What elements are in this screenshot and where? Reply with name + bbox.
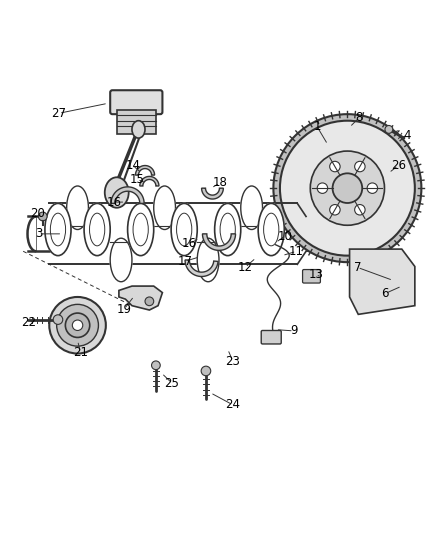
Text: 12: 12 bbox=[237, 261, 253, 274]
Circle shape bbox=[355, 205, 365, 215]
Text: 9: 9 bbox=[290, 325, 297, 337]
Polygon shape bbox=[119, 286, 162, 310]
Polygon shape bbox=[201, 188, 223, 199]
FancyBboxPatch shape bbox=[110, 90, 162, 114]
Text: 4: 4 bbox=[403, 130, 411, 142]
Text: 26: 26 bbox=[391, 159, 406, 172]
Text: 25: 25 bbox=[165, 377, 180, 390]
Bar bbox=[117, 110, 156, 134]
FancyBboxPatch shape bbox=[303, 270, 321, 283]
Text: 20: 20 bbox=[30, 207, 45, 220]
Polygon shape bbox=[135, 166, 155, 175]
Ellipse shape bbox=[258, 204, 284, 256]
Text: 16: 16 bbox=[106, 196, 121, 208]
Text: 11: 11 bbox=[289, 245, 304, 258]
Circle shape bbox=[317, 183, 328, 193]
Text: 10: 10 bbox=[278, 230, 293, 243]
Circle shape bbox=[72, 320, 83, 330]
Ellipse shape bbox=[67, 186, 88, 230]
Circle shape bbox=[330, 161, 340, 172]
Text: 16: 16 bbox=[182, 237, 197, 251]
Text: 8: 8 bbox=[356, 111, 363, 124]
Polygon shape bbox=[202, 234, 236, 251]
Circle shape bbox=[201, 366, 211, 376]
Text: 1: 1 bbox=[313, 120, 321, 133]
Text: 14: 14 bbox=[125, 159, 140, 172]
Circle shape bbox=[57, 304, 99, 346]
Circle shape bbox=[65, 313, 90, 337]
Text: 13: 13 bbox=[308, 268, 323, 281]
Polygon shape bbox=[185, 260, 218, 277]
Text: 17: 17 bbox=[177, 255, 193, 268]
Circle shape bbox=[145, 297, 154, 305]
Ellipse shape bbox=[241, 186, 262, 230]
Ellipse shape bbox=[84, 204, 110, 256]
Ellipse shape bbox=[197, 238, 219, 282]
Text: 6: 6 bbox=[381, 287, 389, 300]
Ellipse shape bbox=[132, 120, 145, 138]
FancyBboxPatch shape bbox=[261, 330, 281, 344]
Circle shape bbox=[39, 212, 47, 221]
Text: 24: 24 bbox=[226, 398, 240, 411]
Ellipse shape bbox=[110, 238, 132, 282]
Circle shape bbox=[310, 151, 385, 225]
Ellipse shape bbox=[215, 204, 241, 256]
Text: 22: 22 bbox=[21, 316, 36, 329]
Circle shape bbox=[367, 183, 378, 193]
Ellipse shape bbox=[127, 204, 154, 256]
Polygon shape bbox=[140, 176, 159, 186]
Circle shape bbox=[330, 205, 340, 215]
Text: 18: 18 bbox=[212, 176, 227, 189]
Circle shape bbox=[53, 315, 63, 325]
Circle shape bbox=[152, 361, 160, 370]
Circle shape bbox=[332, 173, 362, 203]
Circle shape bbox=[355, 161, 365, 172]
Text: 27: 27 bbox=[51, 107, 66, 120]
Ellipse shape bbox=[154, 186, 176, 230]
Polygon shape bbox=[111, 187, 144, 204]
Ellipse shape bbox=[45, 204, 71, 256]
Text: 15: 15 bbox=[130, 173, 145, 186]
Circle shape bbox=[49, 297, 106, 353]
Circle shape bbox=[280, 120, 415, 256]
Text: 21: 21 bbox=[73, 346, 88, 359]
Circle shape bbox=[385, 125, 393, 133]
Ellipse shape bbox=[105, 177, 129, 208]
Circle shape bbox=[273, 114, 421, 262]
Text: 19: 19 bbox=[117, 303, 132, 316]
Text: 3: 3 bbox=[35, 228, 42, 240]
Text: 23: 23 bbox=[226, 355, 240, 368]
Ellipse shape bbox=[171, 204, 197, 256]
Polygon shape bbox=[350, 249, 415, 314]
Text: 7: 7 bbox=[353, 261, 361, 274]
